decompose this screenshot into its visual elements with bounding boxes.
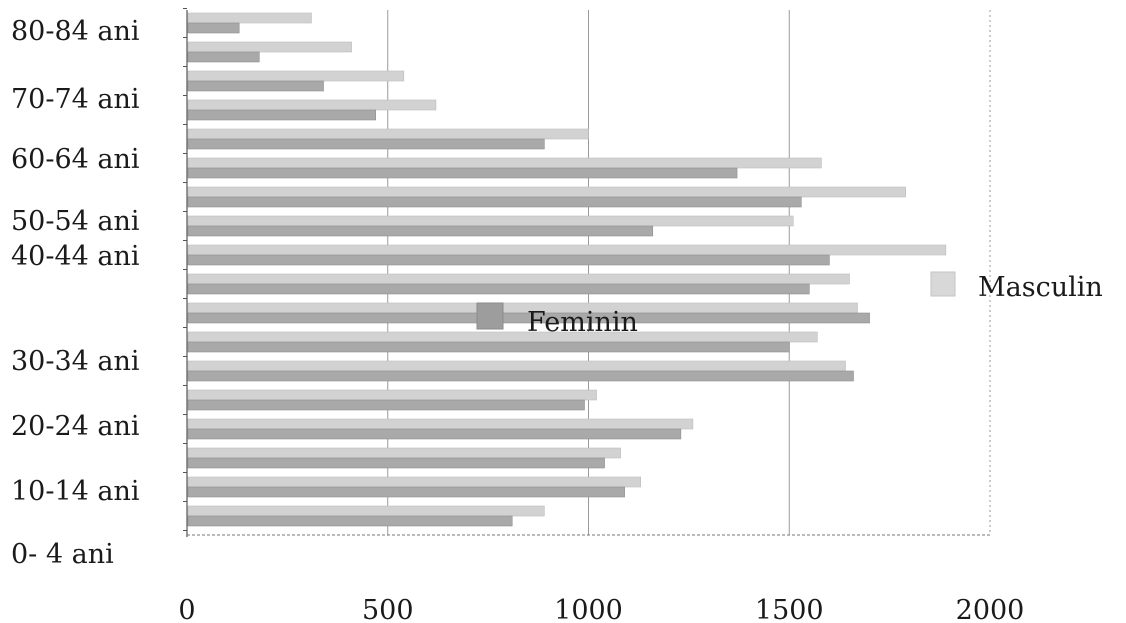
- bar-feminin: [187, 109, 377, 121]
- bar-masculin: [187, 215, 794, 227]
- y-tick-label: 40-44 ani: [11, 241, 140, 272]
- x-tick-label: 1500: [755, 595, 824, 623]
- bar-feminin: [187, 225, 654, 237]
- legend-swatch-feminin: [476, 302, 504, 330]
- bar-feminin: [187, 312, 870, 324]
- bar-feminin: [187, 370, 854, 382]
- bar-feminin: [187, 486, 625, 498]
- bar-masculin: [187, 302, 858, 314]
- bar-feminin: [187, 138, 545, 150]
- bar-masculin: [187, 70, 405, 82]
- legend-swatch-masculin: [930, 271, 956, 297]
- bar-masculin: [187, 360, 846, 372]
- bar-masculin: [187, 505, 545, 517]
- x-tick-label: 2000: [956, 595, 1025, 623]
- bar-masculin: [187, 331, 818, 343]
- bar-masculin: [187, 41, 352, 53]
- y-tick-label: 0- 4 ani: [11, 539, 114, 570]
- bar-masculin: [187, 273, 850, 285]
- bar-feminin: [187, 254, 830, 266]
- bars: [187, 12, 947, 527]
- legend-label-masculin: Masculin: [978, 272, 1103, 303]
- bar-feminin: [187, 457, 605, 469]
- y-tick-label: 30-34 ani: [11, 346, 140, 377]
- bar-feminin: [187, 196, 802, 208]
- legend-feminin: Feminin: [476, 302, 638, 338]
- x-tick-label: 0: [178, 595, 195, 623]
- bar-feminin: [187, 283, 810, 295]
- y-tick-label: 20-24 ani: [11, 411, 140, 442]
- bar-masculin: [187, 447, 621, 459]
- axes: [183, 8, 990, 537]
- y-tick-label: 60-64 ani: [11, 144, 140, 175]
- bar-masculin: [187, 157, 822, 169]
- bar-masculin: [187, 244, 947, 256]
- x-tick-label: 1000: [554, 595, 623, 623]
- bar-feminin: [187, 399, 585, 411]
- bar-feminin: [187, 80, 324, 92]
- legend-masculin: Masculin: [930, 271, 1103, 303]
- bar-feminin: [187, 341, 790, 353]
- bar-masculin: [187, 389, 597, 401]
- x-axis-labels: 0 500 1000 1500 2000: [178, 595, 1024, 623]
- bar-feminin: [187, 22, 240, 34]
- bar-masculin: [187, 99, 437, 111]
- bar-feminin: [187, 428, 682, 440]
- legend-label-feminin: Feminin: [527, 307, 638, 338]
- bar-feminin: [187, 51, 260, 63]
- gridlines: [387, 10, 991, 535]
- x-tick-label: 500: [362, 595, 414, 623]
- y-tick-label: 10-14 ani: [11, 476, 140, 507]
- bar-masculin: [187, 476, 641, 488]
- bar-feminin: [187, 167, 738, 179]
- bar-masculin: [187, 12, 312, 24]
- y-tick-label: 80-84 ani: [11, 16, 140, 47]
- bar-masculin: [187, 418, 694, 430]
- bar-masculin: [187, 186, 906, 198]
- y-tick-label: 50-54 ani: [11, 206, 140, 237]
- y-axis-labels: 0- 4 ani 10-14 ani 20-24 ani 30-34 ani 40-44…: [11, 16, 140, 570]
- bar-feminin: [187, 515, 513, 527]
- y-tick-label: 70-74 ani: [11, 84, 140, 115]
- bar-masculin: [187, 128, 589, 140]
